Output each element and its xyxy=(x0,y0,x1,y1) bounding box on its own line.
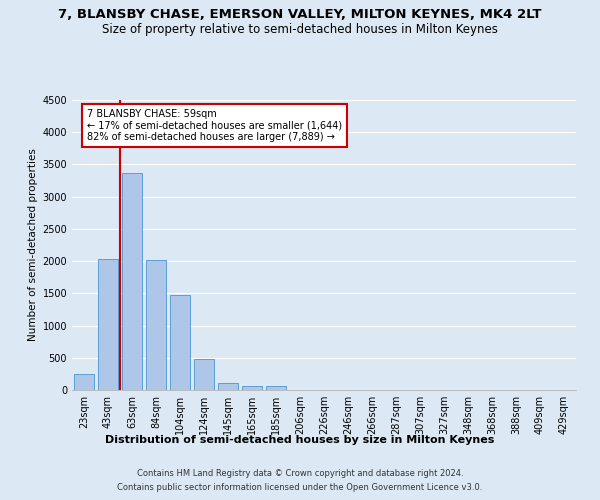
Text: Contains HM Land Registry data © Crown copyright and database right 2024.: Contains HM Land Registry data © Crown c… xyxy=(137,468,463,477)
Bar xyxy=(122,173,142,390)
Bar xyxy=(74,374,94,390)
Bar xyxy=(218,383,238,390)
Text: Size of property relative to semi-detached houses in Milton Keynes: Size of property relative to semi-detach… xyxy=(102,22,498,36)
Text: 7, BLANSBY CHASE, EMERSON VALLEY, MILTON KEYNES, MK4 2LT: 7, BLANSBY CHASE, EMERSON VALLEY, MILTON… xyxy=(58,8,542,20)
Bar xyxy=(266,386,286,390)
Text: Contains public sector information licensed under the Open Government Licence v3: Contains public sector information licen… xyxy=(118,484,482,492)
Text: 7 BLANSBY CHASE: 59sqm
← 17% of semi-detached houses are smaller (1,644)
82% of : 7 BLANSBY CHASE: 59sqm ← 17% of semi-det… xyxy=(87,108,342,142)
Bar xyxy=(242,386,262,390)
Y-axis label: Number of semi-detached properties: Number of semi-detached properties xyxy=(28,148,38,342)
Bar xyxy=(170,296,190,390)
Bar xyxy=(98,259,118,390)
Bar xyxy=(146,260,166,390)
Text: Distribution of semi-detached houses by size in Milton Keynes: Distribution of semi-detached houses by … xyxy=(106,435,494,445)
Bar xyxy=(194,359,214,390)
